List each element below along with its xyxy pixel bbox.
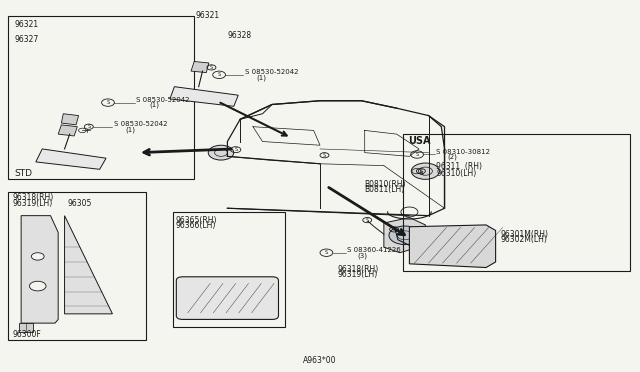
Text: S: S [419,169,422,174]
Text: 96365(RH): 96365(RH) [175,216,217,225]
Circle shape [29,281,46,291]
Polygon shape [384,218,426,253]
Bar [8,16,193,179]
Text: USA: USA [408,136,431,146]
Circle shape [208,145,234,160]
Text: (2): (2) [448,154,458,160]
Text: 96366(LH): 96366(LH) [175,221,216,230]
Text: S: S [218,72,221,77]
Text: 96301M(RH): 96301M(RH) [500,230,548,239]
Text: 96321: 96321 [195,11,220,20]
Text: 96302M(LH): 96302M(LH) [500,235,547,244]
Text: S 08360-41226: S 08360-41226 [347,247,401,253]
Text: S: S [87,124,90,129]
Text: 96328: 96328 [227,31,252,41]
Polygon shape [61,114,79,125]
Text: S 08530-52042: S 08530-52042 [136,97,189,103]
Text: S 08530-52042: S 08530-52042 [114,121,167,127]
Text: S: S [210,65,213,70]
FancyBboxPatch shape [176,277,278,320]
Text: 96319(LH): 96319(LH) [337,270,378,279]
Text: 96327: 96327 [15,35,39,44]
Text: 96300F: 96300F [12,330,41,340]
Polygon shape [170,87,238,106]
Text: S: S [392,227,396,232]
Bar [173,212,285,327]
Text: 96321: 96321 [15,20,39,29]
Text: (3): (3) [357,252,367,259]
Text: (1): (1) [256,74,266,81]
Text: S: S [323,153,326,158]
Text: 96319(LH): 96319(LH) [12,199,52,208]
Text: S 08310-30812: S 08310-30812 [436,148,490,154]
Polygon shape [65,216,113,314]
Bar [403,134,630,271]
Polygon shape [36,149,106,169]
Text: S 08530-52042: S 08530-52042 [244,69,298,75]
Text: (1): (1) [150,102,159,109]
Text: B0811(LH): B0811(LH) [365,185,405,194]
Text: 96318(RH): 96318(RH) [12,193,53,202]
Text: STD: STD [15,169,33,177]
Text: S: S [325,250,328,255]
Text: B0810(RH): B0810(RH) [365,180,406,189]
Bar [19,323,33,333]
Polygon shape [58,125,77,136]
Text: A963*00: A963*00 [303,356,337,365]
Circle shape [389,226,421,244]
Text: S: S [415,152,419,157]
Text: 96311  (RH): 96311 (RH) [436,162,482,171]
Polygon shape [21,216,58,323]
Text: S: S [234,147,237,152]
Text: S: S [106,100,109,105]
Circle shape [31,253,44,260]
Text: (1): (1) [125,126,135,132]
Text: 96305: 96305 [68,199,92,208]
Text: S: S [420,170,424,176]
Text: 96318(RH): 96318(RH) [337,265,378,274]
Text: 96310(LH): 96310(LH) [436,169,476,178]
Polygon shape [410,225,495,267]
Text: S: S [365,218,369,222]
Circle shape [412,163,440,179]
Bar [8,192,146,340]
Polygon shape [191,61,209,73]
